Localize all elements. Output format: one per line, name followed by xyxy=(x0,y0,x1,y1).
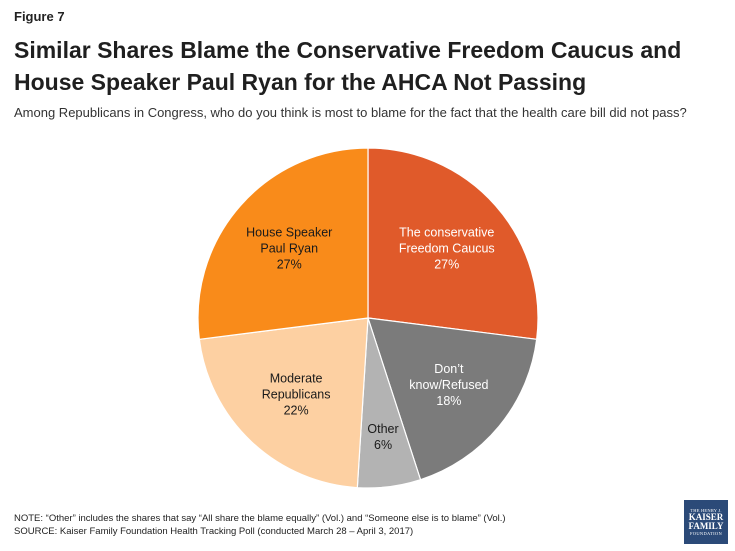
pie-slice-label-line: Other xyxy=(367,422,398,436)
kff-logo: THE HENRY J. KAISER FAMILY FOUNDATION xyxy=(684,500,728,544)
pie-slice-label-line: 22% xyxy=(284,404,309,418)
pie-slice-label-line: 6% xyxy=(374,438,392,452)
pie-slice-label-4: House Speaker Paul Ryan 27% xyxy=(246,226,332,272)
pie-slice-3 xyxy=(198,317,369,489)
pie-slice-1 xyxy=(367,317,538,481)
logo-bottom-text: FOUNDATION xyxy=(690,531,722,536)
pie-slice-label-line: Republicans xyxy=(262,388,331,402)
pie-slice-label-3: Moderate Republicans 22% xyxy=(262,372,331,418)
pie-slice-label-line: 27% xyxy=(434,258,459,272)
pie-slice-label-line: Moderate xyxy=(270,372,323,386)
source-text: SOURCE: Kaiser Family Foundation Health … xyxy=(14,526,414,537)
logo-line1: KAISER xyxy=(688,512,724,522)
chart-subtitle: Among Republicans in Congress, who do yo… xyxy=(14,105,687,120)
pie-slice-label-2: Other 6% xyxy=(367,422,398,452)
pie-slice-4 xyxy=(197,147,369,340)
pie-slice-label-line: 27% xyxy=(277,258,302,272)
pie-slice-label-0: The conservative Freedom Caucus 27% xyxy=(399,226,495,272)
pie-slice-label-line: Paul Ryan xyxy=(260,242,318,256)
figure-label: Figure 7 xyxy=(14,9,65,24)
pie-slice-label-line: The conservative xyxy=(399,226,494,240)
logo-line2: FAMILY xyxy=(688,521,724,531)
pie-slice-label-line: Don’t xyxy=(434,362,464,376)
logo-top-text: THE HENRY J. xyxy=(690,508,722,513)
footnote: NOTE: “Other” includes the shares that s… xyxy=(14,512,654,538)
note-text: NOTE: “Other” includes the shares that s… xyxy=(14,513,506,524)
pie-slice-label-1: Don’t know/Refused 18% xyxy=(409,362,488,408)
pie-slice-label-line: 18% xyxy=(436,394,461,408)
pie-slice-0 xyxy=(367,147,539,340)
pie-slice-label-line: Freedom Caucus xyxy=(399,242,495,256)
pie-slice-label-line: know/Refused xyxy=(409,378,488,392)
chart-title: Similar Shares Blame the Conservative Fr… xyxy=(14,37,682,95)
pie-slice-label-line: House Speaker xyxy=(246,226,332,240)
